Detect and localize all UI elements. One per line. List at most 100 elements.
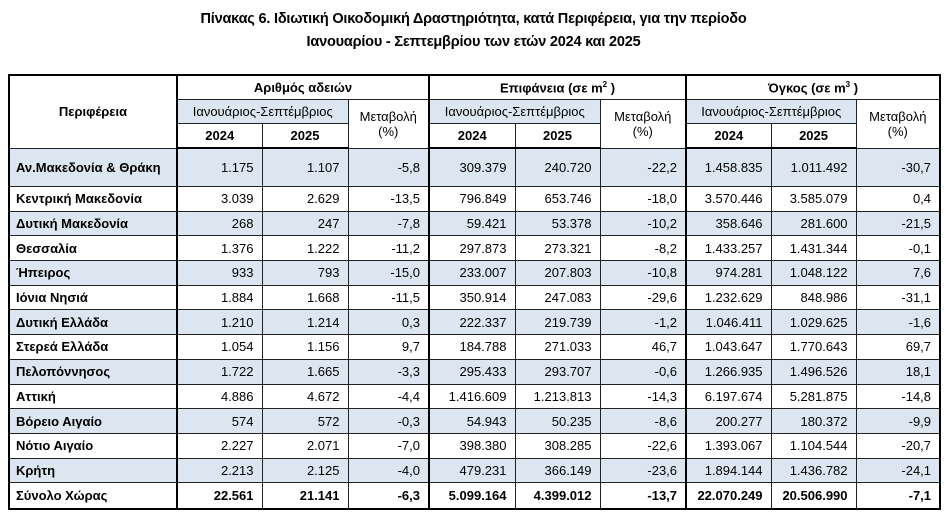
permits-change: -4,0 bbox=[347, 457, 430, 484]
permits-2025: 1.222 bbox=[261, 235, 349, 262]
volume-change: -9,9 bbox=[855, 408, 941, 434]
volume-2024: 1.232.629 bbox=[685, 284, 772, 311]
permits-change: -4,4 bbox=[347, 383, 430, 410]
permits-change: -11,5 bbox=[347, 284, 430, 311]
volume-2024: 3.570.446 bbox=[685, 186, 772, 212]
permits-change: -3,3 bbox=[347, 358, 430, 385]
surface-2025: 293.707 bbox=[514, 358, 601, 385]
permits-change: 9,7 bbox=[347, 334, 430, 360]
volume-change: -0,1 bbox=[855, 235, 941, 262]
permits-2024: 1.175 bbox=[176, 147, 263, 187]
volume-change: -21,5 bbox=[855, 210, 941, 237]
surface-change: 46,7 bbox=[599, 334, 688, 360]
permits-2024: 268 bbox=[176, 210, 263, 237]
surface-group-header: Επιφάνεια (σε m2 ) bbox=[428, 74, 688, 100]
permits-change: -13,5 bbox=[347, 186, 430, 212]
volume-group-header: Όγκος (σε m3 ) bbox=[685, 74, 941, 100]
permits-2024: 933 bbox=[176, 260, 263, 286]
permits-2024: 2.227 bbox=[176, 432, 263, 459]
surface-2024: 233.007 bbox=[428, 260, 516, 286]
volume-2024: 1.046.411 bbox=[685, 309, 772, 336]
surface-change: -18,0 bbox=[599, 186, 688, 212]
permits-2024: 22.561 bbox=[176, 482, 263, 510]
permits-change: -7,0 bbox=[347, 432, 430, 459]
period-header: Ιανουάριος-Σεπτέμβριος bbox=[685, 99, 857, 124]
region-name: Αττική bbox=[8, 383, 178, 410]
table-row: Αν.Μακεδονία & Θράκη 1.175 1.107 -5,8 309.37… bbox=[8, 147, 941, 187]
surface-2024: 54.943 bbox=[428, 408, 516, 434]
permits-2025: 1.156 bbox=[261, 334, 349, 360]
surface-2025: 207.803 bbox=[514, 260, 601, 286]
volume-change: -31,1 bbox=[855, 284, 941, 311]
permits-2024: 1.884 bbox=[176, 284, 263, 311]
volume-2024: 1.433.257 bbox=[685, 235, 772, 262]
permits-change: -0,3 bbox=[347, 408, 430, 434]
region-name: Βόρειο Αιγαίο bbox=[8, 408, 178, 434]
surface-change: -22,2 bbox=[599, 147, 688, 187]
surface-2025: 53.378 bbox=[514, 210, 601, 237]
surface-2025: 1.213.813 bbox=[514, 383, 601, 410]
period-header: Ιανουάριος-Σεπτέμβριος bbox=[428, 99, 601, 124]
region-name: Πελοπόννησος bbox=[8, 358, 178, 385]
volume-2024: 1.894.144 bbox=[685, 457, 772, 484]
permits-change: -15,0 bbox=[347, 260, 430, 286]
change-header: Μεταβολή (%) bbox=[599, 99, 688, 149]
surface-2025: 4.399.012 bbox=[514, 482, 601, 510]
volume-2024: 22.070.249 bbox=[685, 482, 772, 510]
volume-change: -7,1 bbox=[855, 482, 941, 510]
permits-2025: 1.668 bbox=[261, 284, 349, 311]
volume-2025: 1.431.344 bbox=[770, 235, 857, 262]
total-row: Σύνολο Χώρας 22.561 21.141 -6,3 5.099.164 4.3… bbox=[8, 482, 941, 510]
permits-2024: 1.376 bbox=[176, 235, 263, 262]
region-name: Κεντρική Μακεδονία bbox=[8, 186, 178, 212]
volume-2024: 200.277 bbox=[685, 408, 772, 434]
permits-2024: 4.886 bbox=[176, 383, 263, 410]
surface-2025: 247.083 bbox=[514, 284, 601, 311]
volume-2024: 1.266.935 bbox=[685, 358, 772, 385]
surface-2025: 366.149 bbox=[514, 457, 601, 484]
volume-2025: 1.104.544 bbox=[770, 432, 857, 459]
volume-2024: 1.458.835 bbox=[685, 147, 772, 187]
permits-2024: 1.054 bbox=[176, 334, 263, 360]
table-title-line1: Πίνακας 6. Ιδιωτική Οικοδομική Δραστηριό… bbox=[200, 11, 747, 27]
permits-2025: 2.125 bbox=[261, 457, 349, 484]
table-title-line2: Ιανουαρίου - Σεπτεμβρίου των ετών 2024 κ… bbox=[306, 34, 641, 50]
volume-change: 7,6 bbox=[855, 260, 941, 286]
volume-2025: 3.585.079 bbox=[770, 186, 857, 212]
surface-change: -1,2 bbox=[599, 309, 688, 336]
volume-2024: 1.043.647 bbox=[685, 334, 772, 360]
table-row: Δυτική Μακεδονία 268 247 -7,8 59.421 53.378 -1… bbox=[8, 210, 941, 237]
surface-2024: 796.849 bbox=[428, 186, 516, 212]
permits-2025: 2.071 bbox=[261, 432, 349, 459]
permits-2025: 793 bbox=[261, 260, 349, 286]
volume-2025: 5.281.875 bbox=[770, 383, 857, 410]
permits-group-header: Αριθμός αδειών bbox=[176, 74, 430, 100]
permits-change: -7,8 bbox=[347, 210, 430, 237]
volume-2025: 281.600 bbox=[770, 210, 857, 237]
year-header: 2025 bbox=[261, 123, 349, 149]
surface-2024: 295.433 bbox=[428, 358, 516, 385]
permits-2025: 1.214 bbox=[261, 309, 349, 336]
surface-2024: 5.099.164 bbox=[428, 482, 516, 510]
permits-change: -5,8 bbox=[347, 147, 430, 187]
table-row: Ήπειρος 933 793 -15,0 233.007 207.803 -10,8 974… bbox=[8, 260, 941, 286]
volume-2025: 1.436.782 bbox=[770, 457, 857, 484]
surface-change: -14,3 bbox=[599, 383, 688, 410]
surface-2024: 309.379 bbox=[428, 147, 516, 187]
region-name: Σύνολο Χώρας bbox=[8, 482, 178, 510]
region-name: Στερεά Ελλάδα bbox=[8, 334, 178, 360]
region-name: Δυτική Μακεδονία bbox=[8, 210, 178, 237]
table-row: Θεσσαλία 1.376 1.222 -11,2 297.873 273.321 -8,… bbox=[8, 235, 941, 262]
surface-2024: 59.421 bbox=[428, 210, 516, 237]
permits-2024: 1.722 bbox=[176, 358, 263, 385]
permits-2025: 247 bbox=[261, 210, 349, 237]
surface-2024: 1.416.609 bbox=[428, 383, 516, 410]
year-header: 2025 bbox=[514, 123, 601, 149]
volume-2025: 1.770.643 bbox=[770, 334, 857, 360]
volume-2024: 974.281 bbox=[685, 260, 772, 286]
period-header: Ιανουάριος-Σεπτέμβριος bbox=[176, 99, 349, 124]
surface-change: -13,7 bbox=[599, 482, 688, 510]
surface-change: -0,6 bbox=[599, 358, 688, 385]
surface-change: -23,6 bbox=[599, 457, 688, 484]
region-name: Ιόνια Νησιά bbox=[8, 284, 178, 311]
